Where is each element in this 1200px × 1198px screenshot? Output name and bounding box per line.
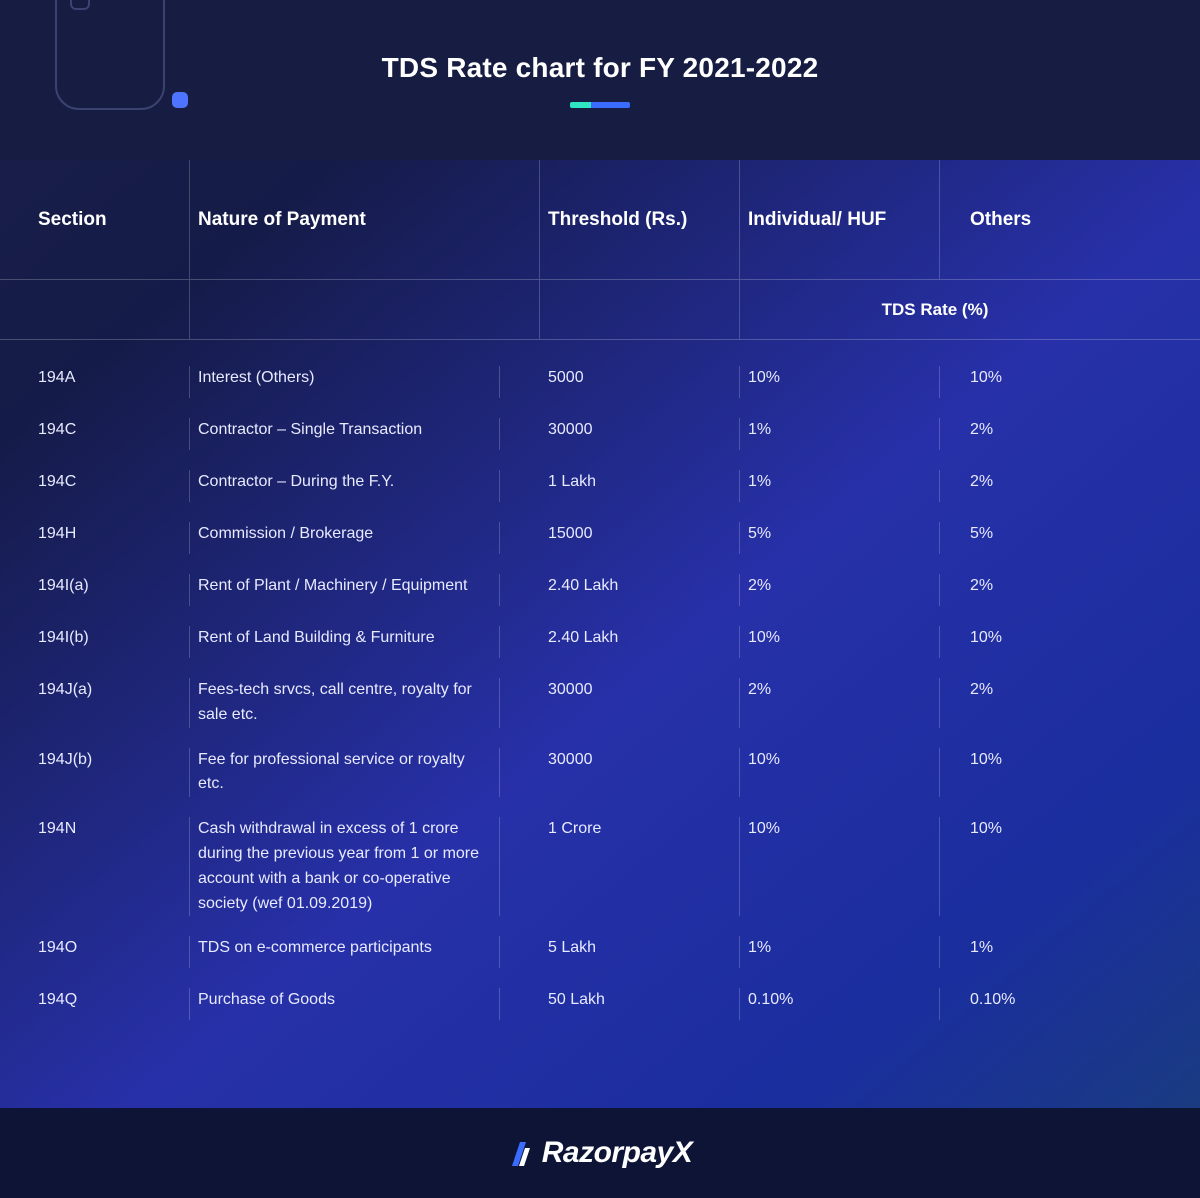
cell-others: 10% <box>940 748 1130 773</box>
brand-name: RazorpayX <box>542 1136 693 1170</box>
cell-threshold: 5000 <box>540 366 740 398</box>
cell-threshold: 30000 <box>540 418 740 450</box>
header: TDS Rate chart for FY 2021-2022 <box>0 0 1200 160</box>
cell-others: 5% <box>940 522 1130 547</box>
table-row: 194NCash withdrawal in excess of 1 crore… <box>0 803 1200 922</box>
table-header-row: Section Nature of Payment Threshold (Rs.… <box>0 160 1200 280</box>
table-row: 194CContractor – Single Transaction 30000… <box>0 404 1200 456</box>
cell-nature: Contractor – During the F.Y. <box>190 470 500 502</box>
col-header-others: Others <box>940 209 1130 231</box>
cell-threshold: 15000 <box>540 522 740 554</box>
razorpay-logo-icon <box>508 1138 534 1168</box>
col-header-section: Section <box>30 160 190 279</box>
cell-section: 194O <box>30 936 190 968</box>
table-row: 194J(a)Fees-tech srvcs, call centre, roy… <box>0 664 1200 734</box>
table-subheader-row: TDS Rate (%) <box>0 280 1200 340</box>
cell-nature: Fees-tech srvcs, call centre, royalty fo… <box>190 678 500 728</box>
col-header-individual: Individual/ HUF <box>740 160 940 279</box>
cell-individual: 0.10% <box>740 988 940 1020</box>
cell-others: 1% <box>940 936 1130 961</box>
col-header-threshold: Threshold (Rs.) <box>540 160 740 279</box>
table-body: 194AInterest (Others)500010%10%194CContr… <box>0 340 1200 1026</box>
cell-nature: Cash withdrawal in excess of 1 crore dur… <box>190 817 500 916</box>
footer: RazorpayX <box>0 1108 1200 1198</box>
cell-threshold: 30000 <box>540 748 740 798</box>
cell-individual: 1% <box>740 936 940 968</box>
tds-rate-subheader: TDS Rate (%) <box>740 300 1130 320</box>
cell-section: 194Q <box>30 988 190 1020</box>
cell-section: 194C <box>30 470 190 502</box>
brand-text: Razorpay <box>542 1136 673 1169</box>
cell-individual: 2% <box>740 574 940 606</box>
cell-others: 0.10% <box>940 988 1130 1013</box>
cell-threshold: 1 Crore <box>540 817 740 916</box>
cell-individual: 10% <box>740 748 940 798</box>
cell-nature: Interest (Others) <box>190 366 500 398</box>
cell-threshold: 2.40 Lakh <box>540 574 740 606</box>
cell-individual: 10% <box>740 366 940 398</box>
subheader-spacer <box>30 280 190 339</box>
cell-threshold: 1 Lakh <box>540 470 740 502</box>
cell-others: 2% <box>940 418 1130 443</box>
cell-others: 2% <box>940 574 1130 599</box>
cell-individual: 5% <box>740 522 940 554</box>
table-row: 194CContractor – During the F.Y. 1 Lakh1%… <box>0 456 1200 508</box>
brand-suffix: X <box>673 1136 693 1169</box>
cell-section: 194I(a) <box>30 574 190 606</box>
cell-nature: Rent of Plant / Machinery / Equipment <box>190 574 500 606</box>
cell-individual: 10% <box>740 817 940 916</box>
cell-others: 2% <box>940 678 1130 703</box>
cell-nature: Commission / Brokerage <box>190 522 500 554</box>
page-title: TDS Rate chart for FY 2021-2022 <box>382 52 819 84</box>
table-row: 194QPurchase of Goods50 Lakh0.10%0.10% <box>0 974 1200 1026</box>
title-underline <box>570 102 630 108</box>
cell-threshold: 2.40 Lakh <box>540 626 740 658</box>
cell-section: 194I(b) <box>30 626 190 658</box>
cell-nature: TDS on e-commerce participants <box>190 936 500 968</box>
subheader-spacer <box>540 280 740 339</box>
cell-individual: 1% <box>740 470 940 502</box>
table-row: 194I(a)Rent of Plant / Machinery / Equip… <box>0 560 1200 612</box>
cell-section: 194J(b) <box>30 748 190 798</box>
cell-section: 194N <box>30 817 190 916</box>
subheader-spacer <box>190 280 540 339</box>
cell-others: 10% <box>940 366 1130 391</box>
cell-threshold: 50 Lakh <box>540 988 740 1020</box>
cell-section: 194H <box>30 522 190 554</box>
cell-section: 194J(a) <box>30 678 190 728</box>
table-row: 194I(b)Rent of Land Building & Furniture… <box>0 612 1200 664</box>
decorative-blue-square <box>172 92 188 108</box>
decorative-rounded-outline <box>55 0 165 110</box>
cell-nature: Purchase of Goods <box>190 988 500 1020</box>
cell-nature: Contractor – Single Transaction <box>190 418 500 450</box>
cell-nature: Rent of Land Building & Furniture <box>190 626 500 658</box>
decorative-small-outline <box>70 0 90 10</box>
cell-individual: 10% <box>740 626 940 658</box>
tds-table: Section Nature of Payment Threshold (Rs.… <box>0 160 1200 1026</box>
cell-others: 10% <box>940 817 1130 842</box>
cell-section: 194A <box>30 366 190 398</box>
table-row: 194AInterest (Others)500010%10% <box>0 352 1200 404</box>
col-header-nature: Nature of Payment <box>190 160 540 279</box>
cell-others: 10% <box>940 626 1130 651</box>
cell-threshold: 5 Lakh <box>540 936 740 968</box>
table-row: 194HCommission / Brokerage150005%5% <box>0 508 1200 560</box>
cell-section: 194C <box>30 418 190 450</box>
cell-nature: Fee for professional service or royalty … <box>190 748 500 798</box>
cell-others: 2% <box>940 470 1130 495</box>
cell-individual: 2% <box>740 678 940 728</box>
table-row: 194OTDS on e-commerce participants 5 Lakh… <box>0 922 1200 974</box>
cell-individual: 1% <box>740 418 940 450</box>
table-row: 194J(b)Fee for professional service or r… <box>0 734 1200 804</box>
cell-threshold: 30000 <box>540 678 740 728</box>
